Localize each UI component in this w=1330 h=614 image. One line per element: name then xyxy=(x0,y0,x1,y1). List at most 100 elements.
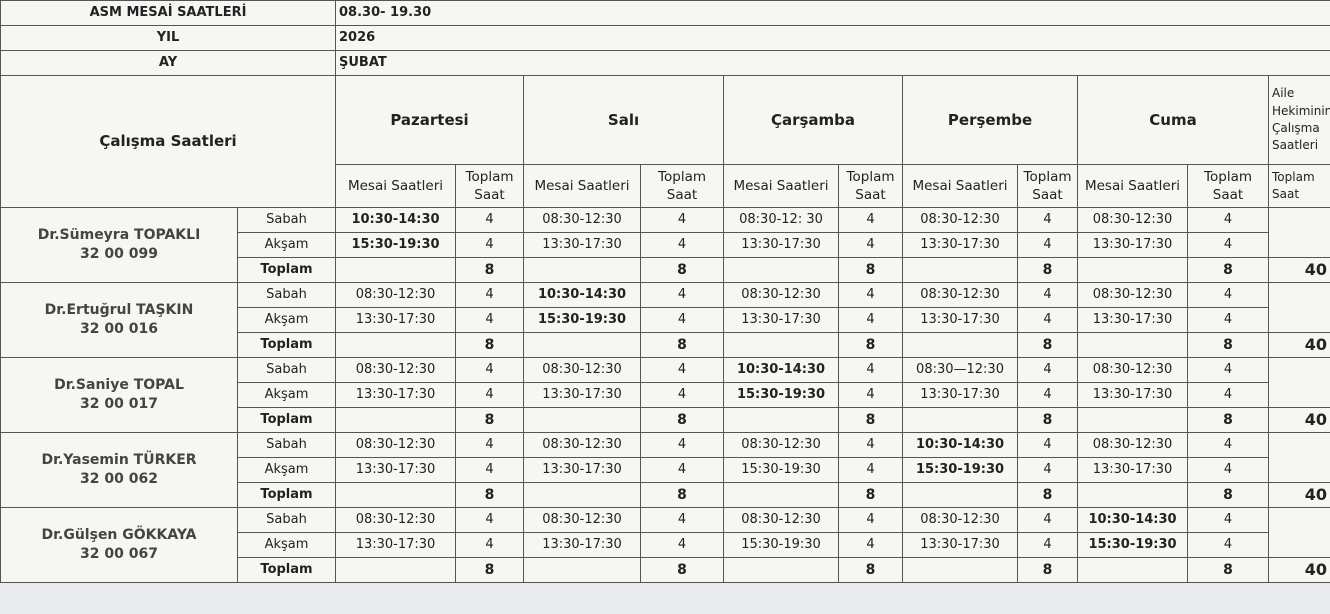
day-total: 8 xyxy=(640,557,725,583)
shift-time: 13:30-17:30 xyxy=(1077,382,1189,408)
shift-row: Dr.Ertuğrul TAŞKIN 32 00 016 Sabah 08:30-12… xyxy=(0,282,1330,358)
shift-hours: 4 xyxy=(640,432,725,458)
shift-time: 13:30-17:30 xyxy=(523,532,642,558)
shift-hours: 4 xyxy=(455,382,525,408)
header-label: ASM MESAİ SAATLERİ xyxy=(0,0,337,26)
shift-time: 13:30-17:30 xyxy=(335,307,457,333)
empty-cell xyxy=(335,557,457,583)
shift-label: Akşam xyxy=(236,382,337,408)
total-row: Toplam 8 8 8 8 8 40 xyxy=(1,407,1330,433)
shift-time: 08:30-12:30 xyxy=(723,432,840,458)
day-total: 8 xyxy=(455,557,525,583)
shift-time: 08:30-12:30 xyxy=(523,507,642,533)
day-total: 8 xyxy=(838,557,904,583)
day-header: Perşembe xyxy=(902,75,1079,165)
shift-time: 08:30-12:30 xyxy=(335,357,457,383)
shift-hours: 4 xyxy=(1017,357,1079,383)
doctor-code: 32 00 062 xyxy=(80,471,158,487)
shift-time: 13:30-17:30 xyxy=(1077,307,1189,333)
shift-hours: 4 xyxy=(838,232,904,258)
grand-total: 40 xyxy=(1268,407,1330,433)
empty-cell xyxy=(1077,557,1189,583)
shift-hours: 4 xyxy=(455,457,525,483)
header-value: 2026 xyxy=(335,25,1330,51)
shift-label: Sabah xyxy=(236,207,337,233)
day-total: 8 xyxy=(1187,332,1270,358)
header-value: ŞUBAT xyxy=(335,50,1330,76)
day-total: 8 xyxy=(1187,557,1270,583)
shift-hours: 4 xyxy=(640,357,725,383)
shift-time: 08:30-12:30 xyxy=(1077,357,1189,383)
total-label: Toplam xyxy=(236,257,337,283)
day-total: 8 xyxy=(640,407,725,433)
empty-cell xyxy=(523,257,642,283)
shift-hours: 4 xyxy=(640,532,725,558)
day-header-row: Çalışma Saatleri Pazartesi Salı Çarşamba Per… xyxy=(0,75,1330,208)
empty-cell xyxy=(1268,282,1330,333)
shift-time: 08:30-12:30 xyxy=(335,432,457,458)
shift-time: 08:30-12:30 xyxy=(335,507,457,533)
doctor-cell: Dr.Gülşen GÖKKAYA 32 00 067 xyxy=(0,507,238,583)
day-total: 8 xyxy=(838,482,904,508)
empty-cell xyxy=(523,557,642,583)
shift-label: Akşam xyxy=(236,307,337,333)
shift-hours: 4 xyxy=(1187,457,1270,483)
empty-cell xyxy=(902,557,1019,583)
shift-time: 15:30-19:30 xyxy=(902,457,1019,483)
mesai-header: Mesai Saatleri xyxy=(1077,164,1189,208)
doctor-cell: Dr.Ertuğrul TAŞKIN 32 00 016 xyxy=(0,282,238,358)
shift-time: 13:30-17:30 xyxy=(1077,232,1189,258)
empty-cell xyxy=(1077,407,1189,433)
day-total: 8 xyxy=(838,407,904,433)
doctor-code: 32 00 099 xyxy=(80,246,158,262)
shift-hours: 4 xyxy=(838,282,904,308)
shift-time: 08:30-12:30 xyxy=(523,432,642,458)
shift-time: 13:30-17:30 xyxy=(335,532,457,558)
day-header: Çarşamba xyxy=(723,75,904,165)
shift-label: Akşam xyxy=(236,232,337,258)
shift-time: 08:30-12:30 xyxy=(902,507,1019,533)
total-row: Toplam 8 8 8 8 8 40 xyxy=(1,482,1330,508)
shift-hours: 4 xyxy=(1187,282,1270,308)
total-row: Toplam 8 8 8 8 8 40 xyxy=(1,557,1330,583)
doctor-name: Dr.Sümeyra TOPAKLI xyxy=(37,227,201,244)
shift-hours: 4 xyxy=(1017,232,1079,258)
shift-time: 13:30-17:30 xyxy=(335,382,457,408)
day-total: 8 xyxy=(838,257,904,283)
sub-header-row: Mesai Saatleri Toplam Saat Mesai Saatleri T… xyxy=(1,164,1330,208)
day-total: 8 xyxy=(1187,257,1270,283)
shift-time: 08:30-12:30 xyxy=(335,282,457,308)
shift-label: Sabah xyxy=(236,282,337,308)
day-total: 8 xyxy=(1017,482,1079,508)
shift-row: Dr.Saniye TOPAL 32 00 017 Sabah 08:30-12:30… xyxy=(0,357,1330,433)
shift-hours: 4 xyxy=(838,307,904,333)
day-total: 8 xyxy=(1187,407,1270,433)
empty-cell xyxy=(1268,207,1330,258)
shift-time: 15:30-19:30 xyxy=(335,232,457,258)
total-row: Toplam 8 8 8 8 8 40 xyxy=(1,257,1330,283)
shift-label: Sabah xyxy=(236,507,337,533)
shift-label: Sabah xyxy=(236,357,337,383)
shift-hours: 4 xyxy=(1187,232,1270,258)
shift-time: 10:30-14:30 xyxy=(902,432,1019,458)
shift-hours: 4 xyxy=(1187,207,1270,233)
empty-cell xyxy=(723,407,840,433)
shift-hours: 4 xyxy=(838,532,904,558)
grand-total: 40 xyxy=(1268,482,1330,508)
shift-hours: 4 xyxy=(1187,307,1270,333)
shift-hours: 4 xyxy=(1017,207,1079,233)
doctor-cell: Dr.Saniye TOPAL 32 00 017 xyxy=(0,357,238,433)
mesai-header: Mesai Saatleri xyxy=(902,164,1019,208)
shift-time: 13:30-17:30 xyxy=(902,532,1019,558)
shift-time: 08:30-12: 30 xyxy=(723,207,840,233)
doctor-code: 32 00 017 xyxy=(80,396,158,412)
shift-time: 08:30-12:30 xyxy=(1077,282,1189,308)
shift-label: Akşam xyxy=(236,532,337,558)
header-row: YIL 2026 xyxy=(0,25,1330,51)
shift-time: 08:30-12:30 xyxy=(1077,207,1189,233)
mesai-header: Mesai Saatleri xyxy=(523,164,642,208)
shift-time: 10:30-14:30 xyxy=(1077,507,1189,533)
day-total: 8 xyxy=(1017,557,1079,583)
shift-time: 13:30-17:30 xyxy=(902,232,1019,258)
